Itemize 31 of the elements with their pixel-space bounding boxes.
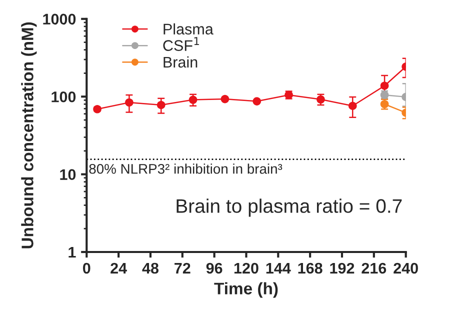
x-axis-title: Time (h)	[214, 282, 278, 298]
y-tick-label: 10	[60, 169, 76, 180]
x-tick-label: 216	[362, 262, 386, 274]
x-tick-label: 24	[110, 262, 127, 274]
point	[156, 100, 166, 110]
legend-label: Plasma	[164, 23, 214, 35]
point	[316, 95, 325, 104]
legend-label: Brain	[164, 56, 198, 68]
x-tick-label: 72	[174, 262, 190, 274]
y-tick-label: 1	[68, 247, 76, 258]
ref-line-label: 80% NLRP3² inhibition in brain³	[89, 164, 282, 174]
x-tick-label: 96	[206, 262, 222, 274]
x-tick-label: 168	[298, 262, 322, 274]
point	[380, 82, 389, 90]
point	[188, 96, 198, 104]
point	[348, 102, 357, 110]
y-tick-label: 100	[52, 91, 76, 102]
x-tick-label: 0	[82, 262, 90, 274]
y-axis-title: Unbound concentration (nM)	[21, 22, 37, 248]
annotation: Brain to plasma ratio = 0.7	[176, 198, 402, 217]
legend-label: CSF$^{1}$	[163, 37, 199, 51]
point	[220, 94, 230, 104]
point	[125, 98, 134, 107]
point	[93, 104, 102, 114]
y-tick-label: 1000	[43, 14, 76, 25]
point	[252, 97, 262, 106]
x-tick-label: 192	[330, 262, 354, 274]
x-tick-label: 48	[142, 262, 159, 274]
x-tick-label: 144	[266, 262, 291, 274]
x-tick-label: 120	[234, 262, 258, 274]
x-tick-label: 240	[394, 262, 418, 274]
